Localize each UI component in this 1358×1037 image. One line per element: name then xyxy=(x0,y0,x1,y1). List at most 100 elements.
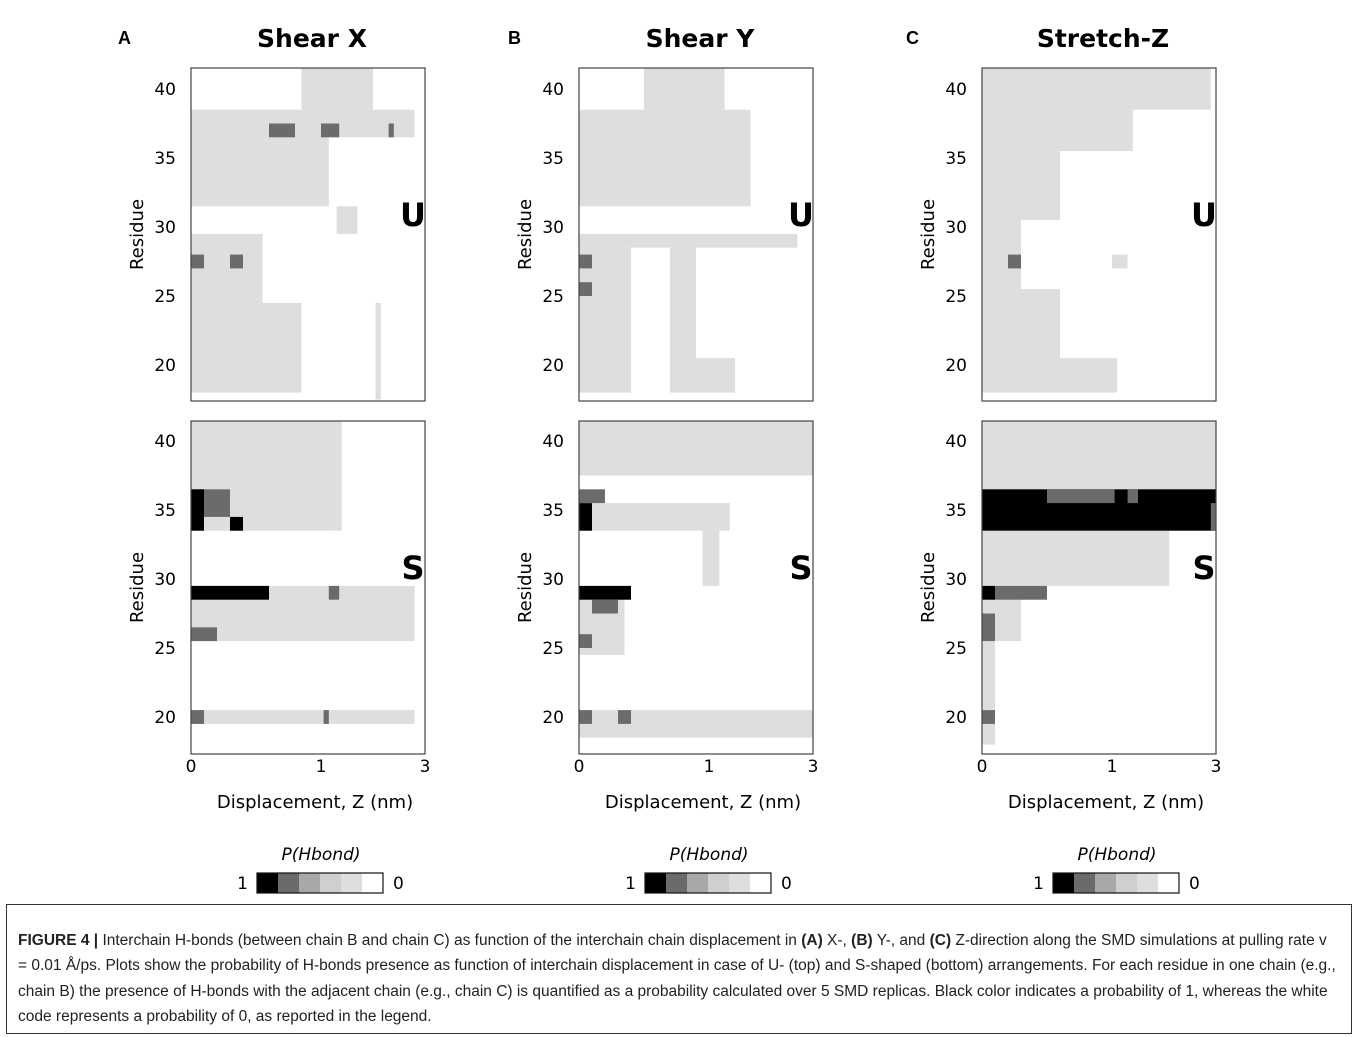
heatmap-cell xyxy=(191,585,269,600)
legend-swatch xyxy=(1137,873,1158,893)
heatmap-cell xyxy=(995,585,1047,600)
plot-frame xyxy=(578,67,814,402)
y-tick-label: 20 xyxy=(154,356,176,376)
legend-c: P(Hbond) 1 0 xyxy=(1033,845,1200,894)
heatmap-cell xyxy=(191,710,204,724)
heatmap-cell xyxy=(579,489,605,504)
heatmap-cells xyxy=(579,68,798,393)
panel-title-c: Stretch-Z xyxy=(1037,24,1169,53)
legend-label-one: 1 xyxy=(625,874,636,894)
plot-frame xyxy=(981,420,1217,755)
x-tick-label: 1 xyxy=(316,757,327,777)
heatmap-cell xyxy=(982,109,1133,152)
heatmap-cell xyxy=(696,358,735,393)
legend-swatch xyxy=(362,873,383,893)
panel-title-b: Shear Y xyxy=(646,24,756,53)
heatmap-cell xyxy=(323,710,329,724)
y-tick-label: 30 xyxy=(542,570,564,590)
legend-swatch xyxy=(645,873,666,893)
y-tick-label: 25 xyxy=(542,639,564,659)
heatmap-cells xyxy=(579,421,813,738)
heatmap-cell xyxy=(982,530,1170,586)
legend-label-zero: 0 xyxy=(1189,874,1200,894)
heatmap-cell xyxy=(982,358,1118,393)
panel-letter-c: C xyxy=(906,28,919,48)
heatmap-cells xyxy=(982,421,1216,745)
heatmap-c-s: 40 35 30 25 20 Residue S 0 1 3 Displacement, Z (nm… xyxy=(918,420,1221,813)
heatmap-cell xyxy=(191,710,415,724)
legend-frame xyxy=(1052,872,1180,894)
legend-swatch xyxy=(687,873,708,893)
caption-text-4: Z-direction along the SMD simulations at… xyxy=(18,932,1336,1026)
y-tick-label: 20 xyxy=(945,708,967,728)
heatmap-cell xyxy=(230,254,243,269)
y-tick-label: 30 xyxy=(154,570,176,590)
heatmap-cell xyxy=(1127,489,1138,504)
arrangement-label-u: U xyxy=(1191,196,1217,234)
heatmap-cell xyxy=(982,613,995,642)
legend-swatch xyxy=(278,873,299,893)
y-tick-label: 25 xyxy=(154,639,176,659)
heatmap-cell xyxy=(579,503,730,531)
heatmap-cell xyxy=(331,421,342,531)
heatmap-cell xyxy=(230,516,243,531)
heatmap-cell xyxy=(269,123,295,138)
heatmap-cell xyxy=(1008,254,1021,269)
heatmap-cell xyxy=(191,489,204,531)
heatmap-cell xyxy=(191,254,204,269)
arrangement-label-s: S xyxy=(401,549,424,587)
figure-4-heatmaps: A Shear X B Shear Y C Stretch-Z4035302520Resi… xyxy=(118,24,1221,894)
panel-letter-a: A xyxy=(118,28,131,48)
heatmap-cell xyxy=(579,585,631,600)
heatmap-cell xyxy=(982,421,1216,490)
heatmap-cell xyxy=(579,109,751,207)
legend-a: P(Hbond) 1 0 xyxy=(237,845,404,894)
legend-swatch xyxy=(1053,873,1074,893)
heatmap-cell xyxy=(262,302,302,393)
heatmap-cell xyxy=(249,421,332,531)
legend-label-zero: 0 xyxy=(781,874,792,894)
heatmap-cell xyxy=(702,530,720,586)
y-tick-label: 35 xyxy=(945,501,967,521)
y-tick-label: 20 xyxy=(542,356,564,376)
legend-swatch xyxy=(299,873,320,893)
legend-label-one: 1 xyxy=(237,874,248,894)
x-tick-label: 3 xyxy=(808,757,819,777)
heatmap-a-s: 40 35 30 25 20 Residue S 0 1 3 Displacement, Z (nm… xyxy=(127,420,430,813)
arrangement-label-s: S xyxy=(1192,549,1215,587)
y-tick-label: 40 xyxy=(542,432,564,452)
y-tick-label: 40 xyxy=(154,80,176,100)
y-tick-label: 20 xyxy=(154,708,176,728)
y-tick-label: 35 xyxy=(542,149,564,169)
heatmap-cell xyxy=(321,123,340,138)
caption-text-2: X-, xyxy=(822,932,852,949)
y-tick-label: 35 xyxy=(154,149,176,169)
heatmap-cell xyxy=(982,68,1211,110)
heatmap-cells xyxy=(982,68,1211,393)
legend-swatch xyxy=(708,873,729,893)
legend-title: P(Hbond) xyxy=(1077,845,1156,865)
x-tick-label: 3 xyxy=(1211,757,1222,777)
legend-frame xyxy=(644,872,772,894)
heatmap-cell xyxy=(618,710,631,724)
y-tick-label: 25 xyxy=(542,287,564,307)
y-tick-label: 25 xyxy=(945,639,967,659)
heatmap-cell xyxy=(388,123,394,138)
plot-frame xyxy=(981,67,1217,402)
y-axis-label: Residue xyxy=(918,199,939,270)
heatmap-cell xyxy=(191,627,217,642)
y-tick-label: 25 xyxy=(945,287,967,307)
y-axis-label: Residue xyxy=(918,552,939,623)
legend-frame xyxy=(256,872,384,894)
legend-label-zero: 0 xyxy=(393,874,404,894)
legend-swatch xyxy=(1116,873,1137,893)
heatmap-cell xyxy=(982,710,995,724)
x-axis-label: Displacement, Z (nm) xyxy=(217,792,413,813)
y-axis-label: Residue xyxy=(127,552,148,623)
y-tick-label: 30 xyxy=(945,570,967,590)
legend-label-one: 1 xyxy=(1033,874,1044,894)
y-tick-label: 35 xyxy=(154,501,176,521)
heatmap-cell xyxy=(191,599,415,642)
heatmap-cell xyxy=(670,247,696,393)
y-axis-label: Residue xyxy=(127,199,148,270)
